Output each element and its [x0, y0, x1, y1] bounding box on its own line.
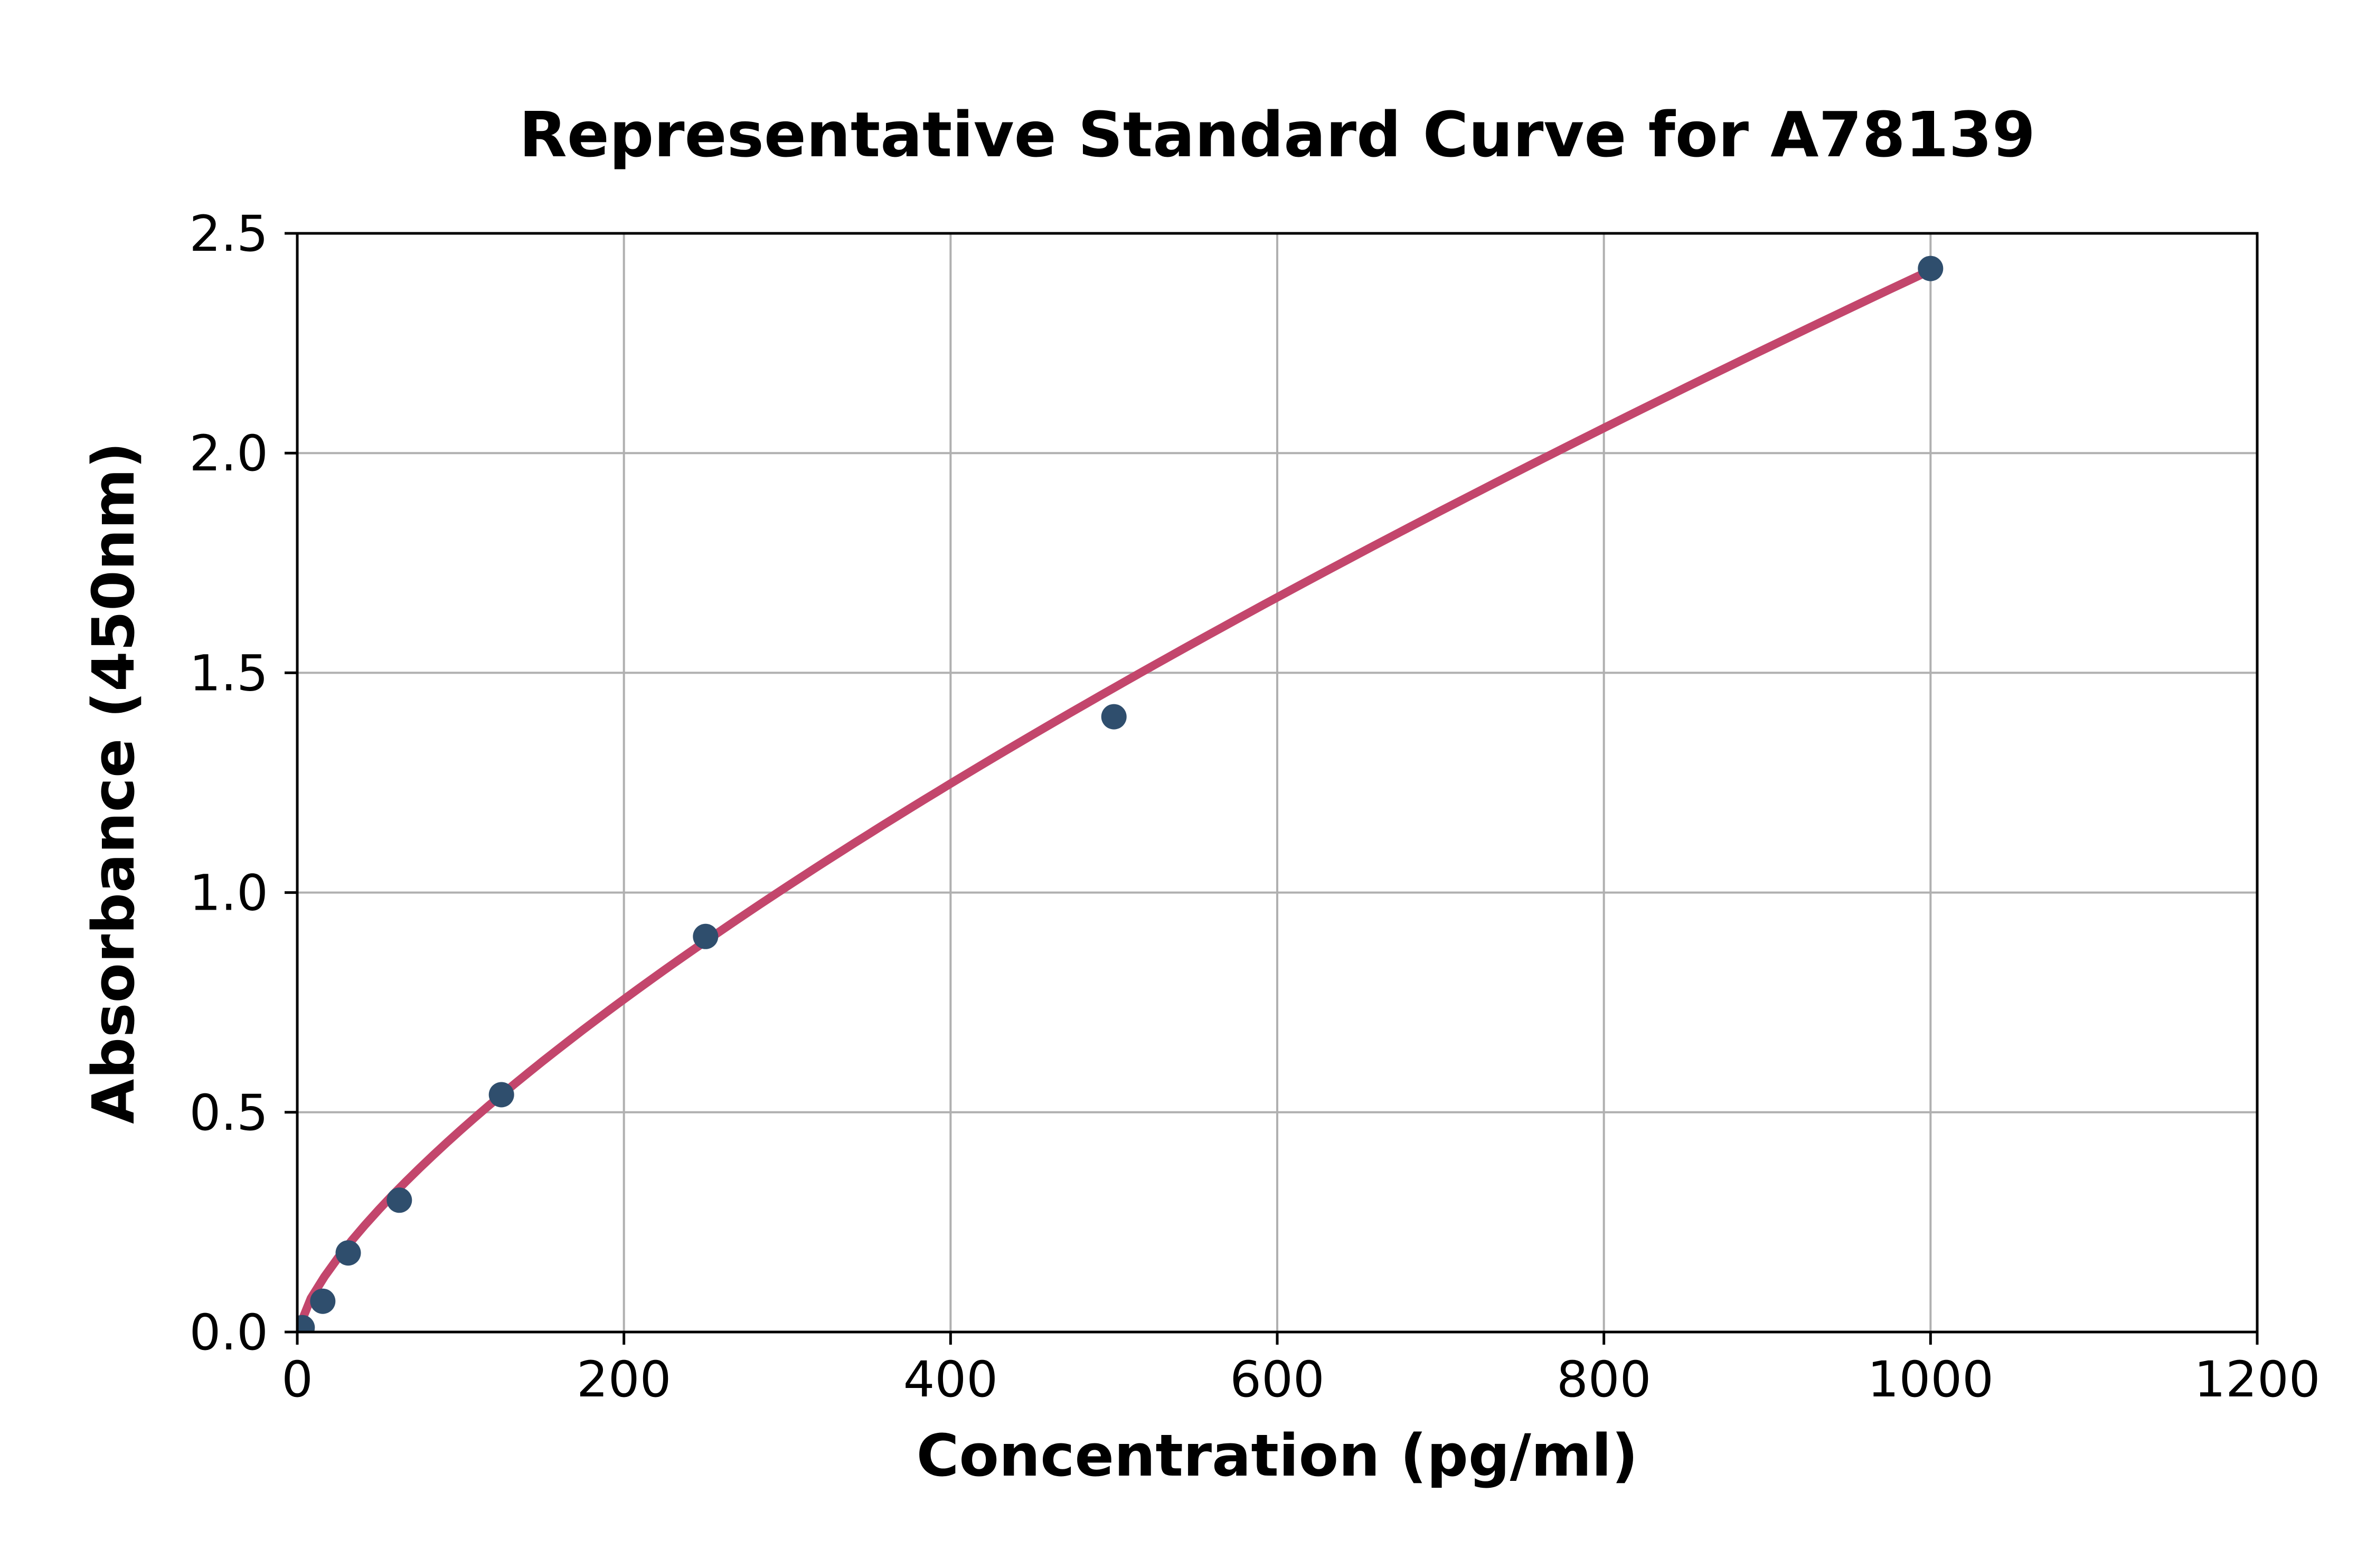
x-tick-label: 1000 — [1868, 1351, 1994, 1409]
tick-labels: 0 200 400 600 800 1000 1200 0.0 0.5 1.0 1.5 2.0 2.5 — [190, 205, 2321, 1409]
data-point — [1918, 256, 1944, 281]
x-tick-label: 600 — [1230, 1351, 1324, 1409]
data-point — [310, 1288, 336, 1314]
data-point — [1101, 704, 1127, 730]
y-tick-label: 1.5 — [190, 645, 269, 702]
data-point — [693, 923, 719, 949]
x-tick-label: 1200 — [2194, 1351, 2320, 1409]
y-tick-label: 2.5 — [190, 205, 269, 263]
plot-border — [296, 232, 2259, 1334]
y-tick-label: 0.5 — [190, 1084, 269, 1142]
fit-curve-line — [297, 266, 1935, 1332]
x-tick-label: 200 — [577, 1351, 671, 1409]
y-axis-label: Absorbance (450nm) — [80, 442, 147, 1124]
axis-ticks — [285, 232, 2259, 1345]
x-tick-label: 800 — [1557, 1351, 1651, 1409]
data-point — [335, 1240, 361, 1266]
x-axis-label: Concentration (pg/ml) — [917, 1422, 1638, 1489]
x-tick-label: 400 — [903, 1351, 998, 1409]
chart-title: Representative Standard Curve for A78139 — [519, 98, 2035, 171]
data-point — [386, 1187, 412, 1213]
gridlines — [297, 233, 2257, 1332]
data-layer — [297, 256, 1944, 1332]
data-point — [297, 1315, 315, 1332]
y-tick-label: 2.0 — [190, 425, 269, 483]
x-tick-label: 0 — [281, 1351, 313, 1409]
y-tick-label: 1.0 — [190, 865, 269, 922]
data-point — [488, 1082, 514, 1108]
y-tick-label: 0.0 — [190, 1304, 269, 1362]
